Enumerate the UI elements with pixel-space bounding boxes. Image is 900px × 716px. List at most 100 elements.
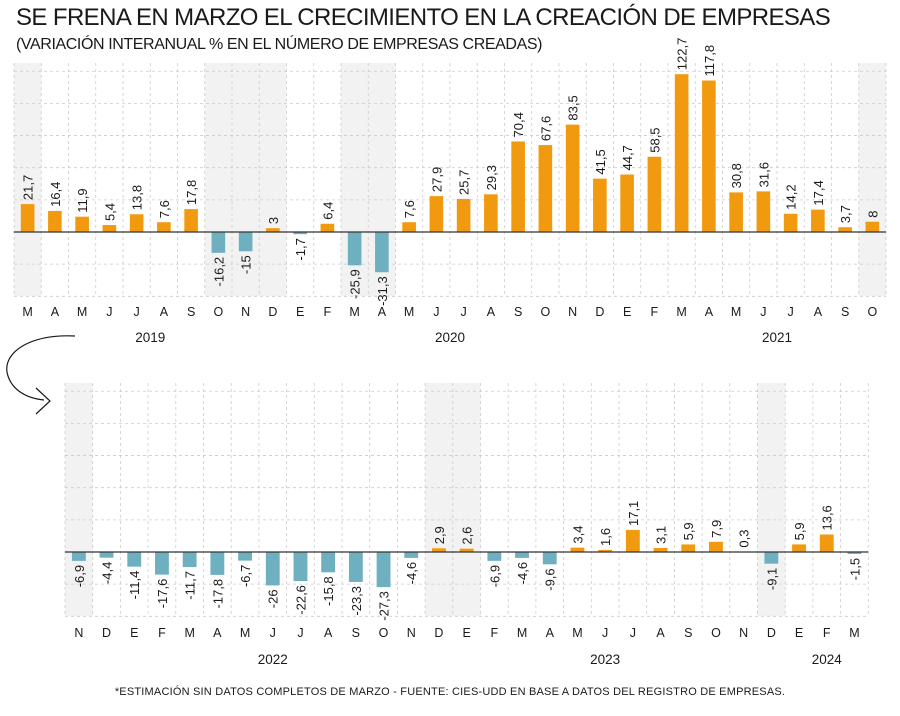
bar (210, 552, 225, 575)
bar (729, 192, 743, 232)
category-label: M (77, 305, 87, 319)
bar (127, 552, 142, 567)
value-label: -9,6 (543, 568, 558, 590)
value-label: 7,9 (709, 520, 724, 538)
value-label: -23,3 (349, 586, 364, 616)
category-label: O (711, 626, 721, 640)
value-label: -15 (239, 255, 254, 274)
category-label: J (760, 305, 766, 319)
category-label: N (739, 626, 748, 640)
bar (625, 530, 640, 552)
bar (238, 232, 253, 252)
value-label: 11,9 (75, 188, 90, 212)
category-label: M (240, 626, 250, 640)
category-label: O (541, 305, 551, 319)
category-label: D (102, 626, 111, 640)
bar (48, 210, 62, 232)
shaded-band (757, 383, 786, 616)
footnote: *ESTIMACIÓN SIN DATOS COMPLETOS DE MARZO… (114, 686, 786, 698)
shaded-band (14, 63, 42, 296)
bar (265, 552, 280, 586)
value-label: -4,6 (515, 562, 530, 584)
value-label: 117,8 (702, 45, 717, 77)
value-label: 13,6 (820, 505, 835, 530)
bar (783, 213, 798, 232)
value-label: 25,7 (457, 170, 472, 195)
category-label: O (379, 626, 389, 640)
value-label: -17,8 (210, 579, 225, 609)
category-label: E (623, 305, 631, 319)
value-label: 2,9 (432, 526, 447, 544)
category-label: M (349, 305, 359, 319)
bar (847, 552, 862, 554)
chart-panel-top: 21,7 M 16,4 A 11,9 M 5,4 J 13,8 J 7,6 A 17,8 S -16,2 O -… (13, 38, 887, 345)
bar (674, 74, 689, 233)
shaded-band (858, 63, 886, 296)
category-label: A (487, 305, 496, 319)
bar (709, 541, 723, 552)
bar (102, 225, 117, 232)
category-label: S (684, 626, 692, 640)
bar (598, 549, 613, 552)
category-label: M (184, 626, 194, 640)
category-label: J (602, 626, 608, 640)
bar (570, 547, 585, 552)
value-label: 8 (865, 210, 880, 217)
value-label: 1,6 (598, 528, 613, 546)
value-label: 67,6 (538, 116, 553, 141)
bar (348, 552, 363, 582)
value-label: 5,9 (681, 522, 696, 540)
category-label: J (270, 626, 276, 640)
bar (321, 552, 336, 573)
bar (238, 552, 252, 561)
category-label: N (407, 626, 416, 640)
value-label: -1,7 (293, 238, 308, 260)
bar (865, 221, 880, 232)
bar (792, 544, 806, 552)
value-label: 3,1 (654, 526, 669, 544)
bar (565, 124, 580, 232)
bar (542, 552, 557, 565)
bar (266, 228, 280, 232)
value-label: 3,7 (838, 205, 853, 223)
bar (756, 191, 771, 232)
bar (515, 552, 529, 558)
bar (429, 196, 444, 232)
value-label: -4,6 (404, 562, 419, 584)
chart-subtitle: (VARIACIÓN INTERANUAL % EN EL NÚMERO DE … (16, 36, 543, 53)
shaded-band (65, 383, 93, 616)
category-label: N (241, 305, 250, 319)
category-label: F (651, 305, 659, 319)
value-label: 41,5 (593, 149, 608, 174)
category-label: E (130, 626, 138, 640)
value-label: 17,4 (811, 180, 826, 205)
category-label: D (767, 626, 776, 640)
category-label: E (462, 626, 470, 640)
value-label: 17,8 (184, 180, 199, 205)
value-label: -6,9 (487, 565, 502, 587)
category-label: F (158, 626, 166, 640)
category-label: A (160, 305, 169, 319)
category-label: M (731, 305, 741, 319)
category-label: A (378, 305, 387, 319)
category-label: S (841, 305, 849, 319)
value-label: 44,7 (620, 145, 635, 170)
year-label: 2022 (258, 652, 288, 667)
value-label: 29,3 (484, 165, 499, 190)
value-label: 58,5 (647, 127, 662, 152)
year-label: 2020 (435, 330, 465, 345)
category-label: D (595, 305, 604, 319)
category-label: M (849, 626, 859, 640)
bar (320, 223, 335, 232)
category-label: A (213, 626, 222, 640)
year-label: 2024 (812, 652, 843, 667)
bar (347, 232, 362, 266)
category-label: M (572, 626, 582, 640)
value-label: -15,8 (321, 576, 336, 606)
value-label: -26 (266, 589, 281, 608)
category-label: J (297, 626, 303, 640)
value-label: 27,9 (429, 167, 444, 192)
value-label: 2,6 (460, 527, 475, 545)
category-label: A (51, 305, 60, 319)
